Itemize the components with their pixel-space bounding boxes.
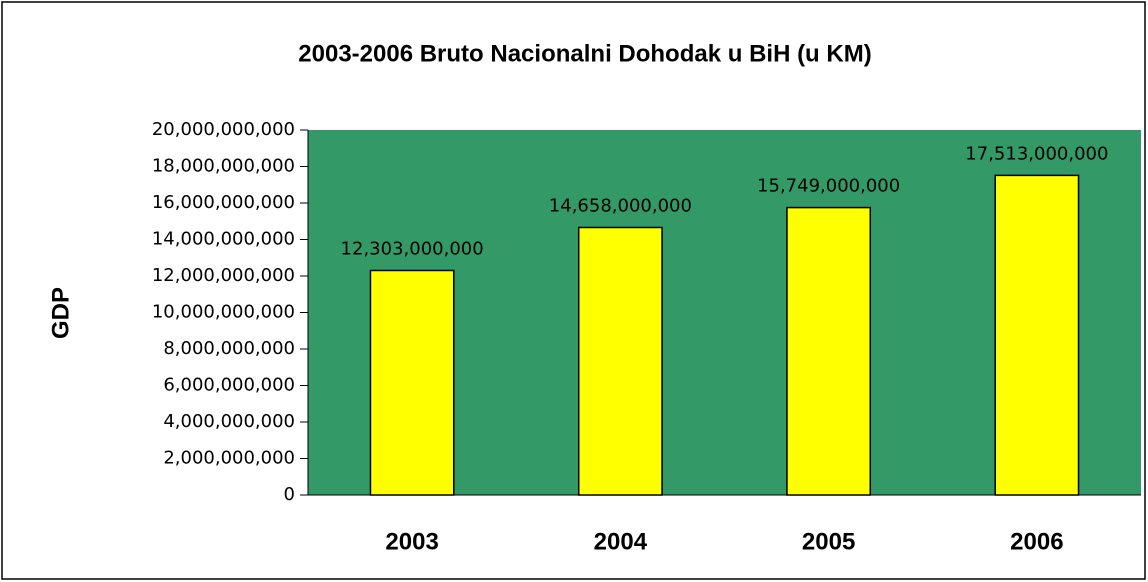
- y-tick-label: 2,000,000,000: [163, 448, 295, 469]
- data-label: 12,303,000,000: [341, 238, 484, 259]
- y-tick-label: 0: [284, 484, 295, 505]
- x-tick-label: 2003: [385, 528, 438, 555]
- x-tick-label: 2004: [594, 528, 648, 555]
- data-label: 17,513,000,000: [965, 143, 1108, 164]
- x-tick-label: 2006: [1010, 528, 1063, 555]
- y-tick-label: 8,000,000,000: [163, 338, 295, 359]
- chart-title: 2003-2006 Bruto Nacionalni Dohodak u BiH…: [298, 40, 871, 67]
- y-tick-label: 16,000,000,000: [152, 192, 295, 213]
- y-tick-label: 20,000,000,000: [152, 119, 295, 140]
- bar: [369, 269, 455, 496]
- y-axis-title: GDP: [47, 287, 74, 339]
- data-label: 15,749,000,000: [757, 176, 900, 197]
- y-tick-label: 6,000,000,000: [163, 375, 295, 396]
- y-tick-label: 12,000,000,000: [152, 265, 295, 286]
- bar: [786, 206, 872, 496]
- y-tick-label: 14,000,000,000: [152, 229, 295, 250]
- y-tick-label: 18,000,000,000: [152, 156, 295, 177]
- y-tick-label: 4,000,000,000: [163, 411, 295, 432]
- bar: [994, 174, 1080, 496]
- x-tick-label: 2005: [802, 528, 855, 555]
- bar: [577, 226, 663, 496]
- y-tick-label: 10,000,000,000: [152, 302, 295, 323]
- data-label: 14,658,000,000: [549, 195, 692, 216]
